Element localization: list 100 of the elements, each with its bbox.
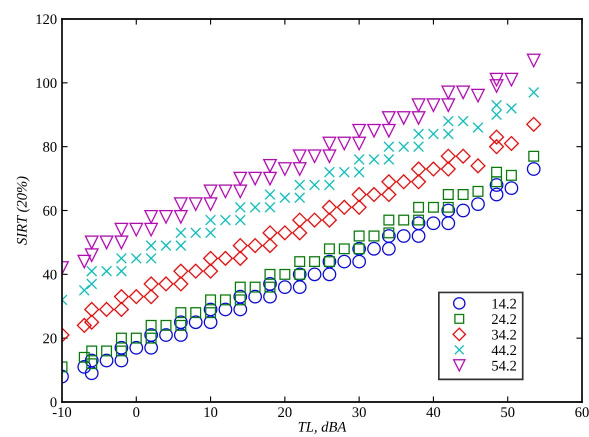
point: [84, 314, 100, 330]
point: [412, 229, 426, 243]
point: [188, 315, 203, 330]
point: [264, 282, 276, 293]
point: [86, 358, 98, 370]
point: [278, 280, 292, 294]
point: [382, 229, 396, 243]
point: [528, 150, 540, 162]
point: [78, 352, 90, 363]
point: [458, 116, 469, 127]
point: [279, 268, 290, 280]
point: [205, 294, 216, 306]
y-axis-title: SIRT (20%): [16, 176, 30, 245]
point: [234, 202, 246, 213]
point: [294, 179, 306, 190]
point: [292, 212, 308, 228]
point: [352, 124, 366, 138]
point: [262, 225, 278, 240]
point: [456, 86, 470, 100]
point: [456, 148, 471, 164]
point: [130, 332, 142, 344]
point: [232, 250, 248, 266]
point: [354, 166, 365, 178]
point: [442, 202, 454, 213]
point: [506, 170, 517, 181]
point: [234, 214, 246, 226]
y-tick-label: 120: [36, 14, 57, 24]
point: [114, 354, 128, 368]
point: [77, 360, 92, 374]
point: [218, 250, 233, 266]
point: [188, 197, 203, 211]
point: [367, 124, 381, 138]
point: [101, 345, 112, 356]
point: [426, 98, 440, 112]
point: [413, 202, 424, 213]
point: [324, 166, 335, 178]
point: [442, 116, 454, 127]
y-tick-label: 20: [43, 334, 57, 344]
point: [398, 141, 410, 152]
point: [146, 240, 157, 252]
point: [504, 72, 518, 87]
point: [491, 166, 502, 178]
point: [114, 302, 129, 317]
point: [263, 277, 277, 291]
point: [456, 204, 470, 218]
point: [412, 98, 426, 112]
point: [232, 238, 248, 254]
point: [322, 136, 336, 150]
point: [367, 242, 381, 256]
point: [190, 307, 202, 318]
point: [324, 179, 335, 190]
point: [490, 188, 504, 202]
point: [308, 149, 322, 164]
point: [489, 139, 504, 154]
point: [86, 278, 98, 290]
point: [84, 236, 99, 250]
x-tick-label: 60: [575, 407, 589, 418]
point: [99, 302, 114, 317]
point: [309, 256, 320, 268]
point: [338, 243, 350, 254]
point: [382, 111, 396, 125]
point: [413, 128, 424, 140]
legend-label: 44.2: [492, 345, 516, 356]
point: [263, 172, 277, 186]
point: [144, 222, 158, 237]
point: [309, 179, 320, 190]
point: [490, 79, 504, 93]
point: [101, 266, 112, 277]
point: [100, 236, 114, 250]
point: [203, 250, 218, 266]
point: [528, 86, 540, 98]
point: [144, 328, 158, 342]
point: [383, 227, 394, 238]
point: [292, 162, 307, 176]
point: [292, 280, 307, 294]
x-tick-label: 50: [501, 407, 514, 418]
point: [352, 254, 366, 268]
legend-label: 14.2: [492, 298, 516, 309]
x-tick-label: 10: [204, 407, 218, 418]
point: [174, 328, 188, 342]
y-tick-label: 60: [43, 206, 57, 216]
point: [277, 225, 292, 240]
point: [504, 136, 519, 151]
point: [413, 141, 424, 152]
point: [146, 320, 157, 331]
point: [471, 88, 485, 102]
point: [84, 366, 99, 380]
y-tick-label: 100: [36, 78, 57, 88]
point: [396, 229, 411, 243]
point: [412, 216, 426, 230]
point: [411, 174, 426, 190]
point: [114, 289, 129, 304]
point: [352, 200, 367, 215]
point: [248, 238, 263, 254]
point: [204, 184, 218, 198]
point: [233, 290, 248, 304]
point: [264, 202, 276, 213]
point: [114, 222, 128, 237]
point: [144, 340, 158, 355]
legend-label: 34.2: [492, 330, 516, 340]
